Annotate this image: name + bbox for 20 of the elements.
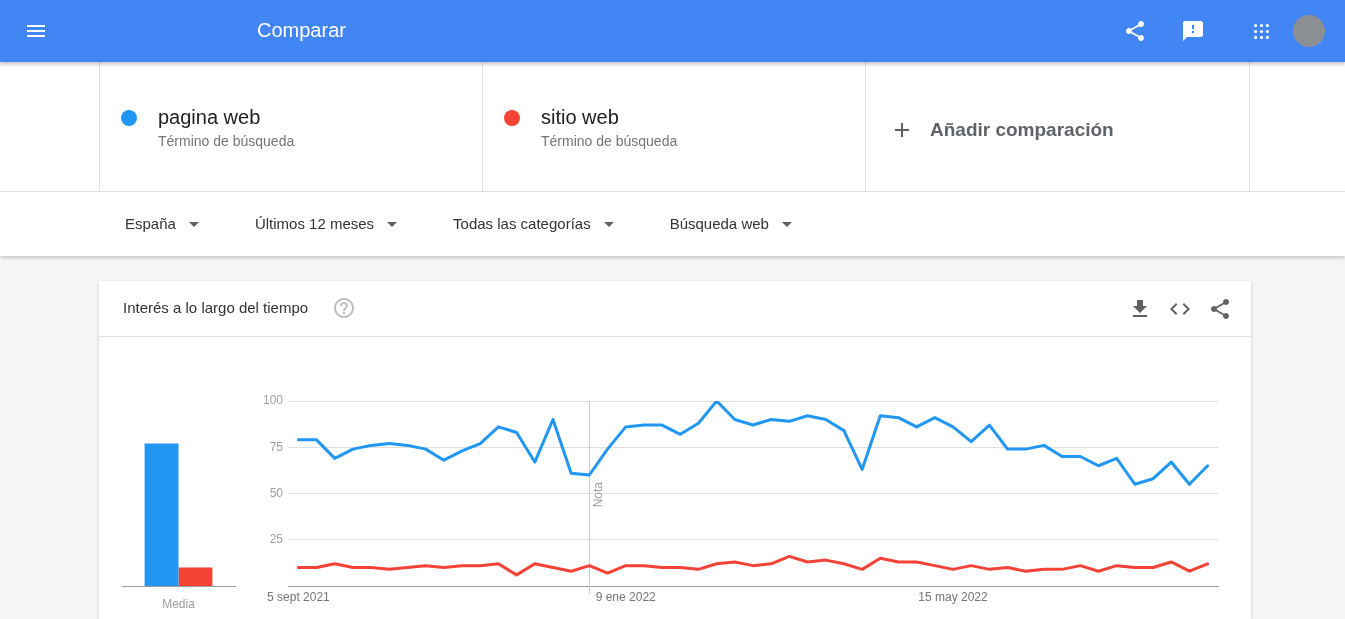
text: Término de búsqueda bbox=[541, 133, 678, 149]
ref-line-label: Nota bbox=[590, 481, 605, 508]
y-tick-label: 50 bbox=[269, 485, 284, 500]
y-tick-label: 75 bbox=[269, 439, 284, 454]
text: Todas las categorías bbox=[453, 214, 591, 234]
text: Últimos 12 meses bbox=[254, 214, 375, 234]
legend-label: pagina web bbox=[158, 105, 261, 129]
text: Comparar bbox=[257, 18, 346, 42]
y-tick-label: 100 bbox=[262, 393, 284, 408]
x-tick-label: 5 sept 2021 bbox=[267, 589, 331, 604]
text: Término de búsqueda bbox=[158, 133, 295, 149]
legend-label: sitio web bbox=[541, 105, 619, 129]
x-tick-label: Media bbox=[162, 596, 196, 611]
chart-title: Interés a lo largo del tiempo bbox=[123, 298, 309, 318]
x-tick-label: 15 may 2022 bbox=[918, 589, 989, 604]
y-tick-label: 25 bbox=[269, 532, 284, 547]
x-tick-label: 9 ene 2022 bbox=[595, 589, 657, 604]
text: España bbox=[125, 214, 176, 234]
text: Búsqueda web bbox=[669, 214, 769, 234]
text: Añadir comparación bbox=[930, 118, 1114, 142]
